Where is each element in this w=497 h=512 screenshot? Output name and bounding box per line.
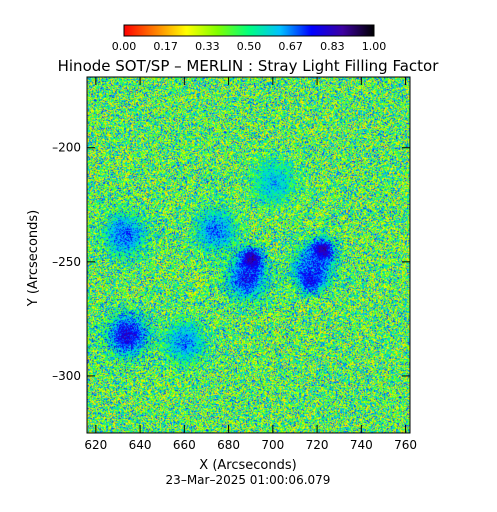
x-tick-label: 660	[173, 438, 196, 452]
x-tick-label: 760	[394, 438, 417, 452]
y-axis-label: Y (Arcseconds)	[26, 210, 41, 307]
x-axis: 620 640 660 680 700 720 740 760	[84, 77, 417, 452]
colorbar-tick-label: 0.83	[320, 40, 345, 53]
plot-area	[86, 76, 411, 434]
x-tick-label: 700	[261, 438, 284, 452]
colorbar-tick-label: 0.33	[195, 40, 220, 53]
heatmap-image	[87, 77, 410, 433]
y-tick-label: –300	[52, 369, 81, 383]
colorbar-tick-label: 0.00	[112, 40, 137, 53]
colorbar-tick-label: 0.67	[278, 40, 303, 53]
colorbar-tick-labels: 0.00 0.17 0.33 0.50 0.67 0.83 1.00	[112, 40, 387, 53]
colorbar: 0.00 0.17 0.33 0.50 0.67 0.83 1.00	[112, 24, 387, 53]
colorbar-tick-label: 1.00	[362, 40, 387, 53]
x-tick-label: 740	[350, 438, 373, 452]
y-tick-label: –250	[52, 255, 81, 269]
y-tick-label: –200	[52, 141, 81, 155]
colorbar-tick-label: 0.17	[153, 40, 178, 53]
x-tick-label: 640	[129, 438, 152, 452]
plot-frame	[86, 76, 411, 434]
y-axis: –200 –250 –300	[52, 141, 410, 383]
timestamp: 23–Mar–2025 01:00:06.079	[166, 473, 331, 487]
x-tick-label: 720	[306, 438, 329, 452]
x-tick-label: 680	[217, 438, 240, 452]
colorbar-bar	[123, 24, 375, 37]
colorbar-tick-label: 0.50	[237, 40, 262, 53]
chart-title: Hinode SOT/SP – MERLIN : Stray Light Fil…	[58, 57, 440, 75]
x-tick-label: 620	[84, 438, 107, 452]
x-axis-label: X (Arcseconds)	[199, 458, 296, 473]
